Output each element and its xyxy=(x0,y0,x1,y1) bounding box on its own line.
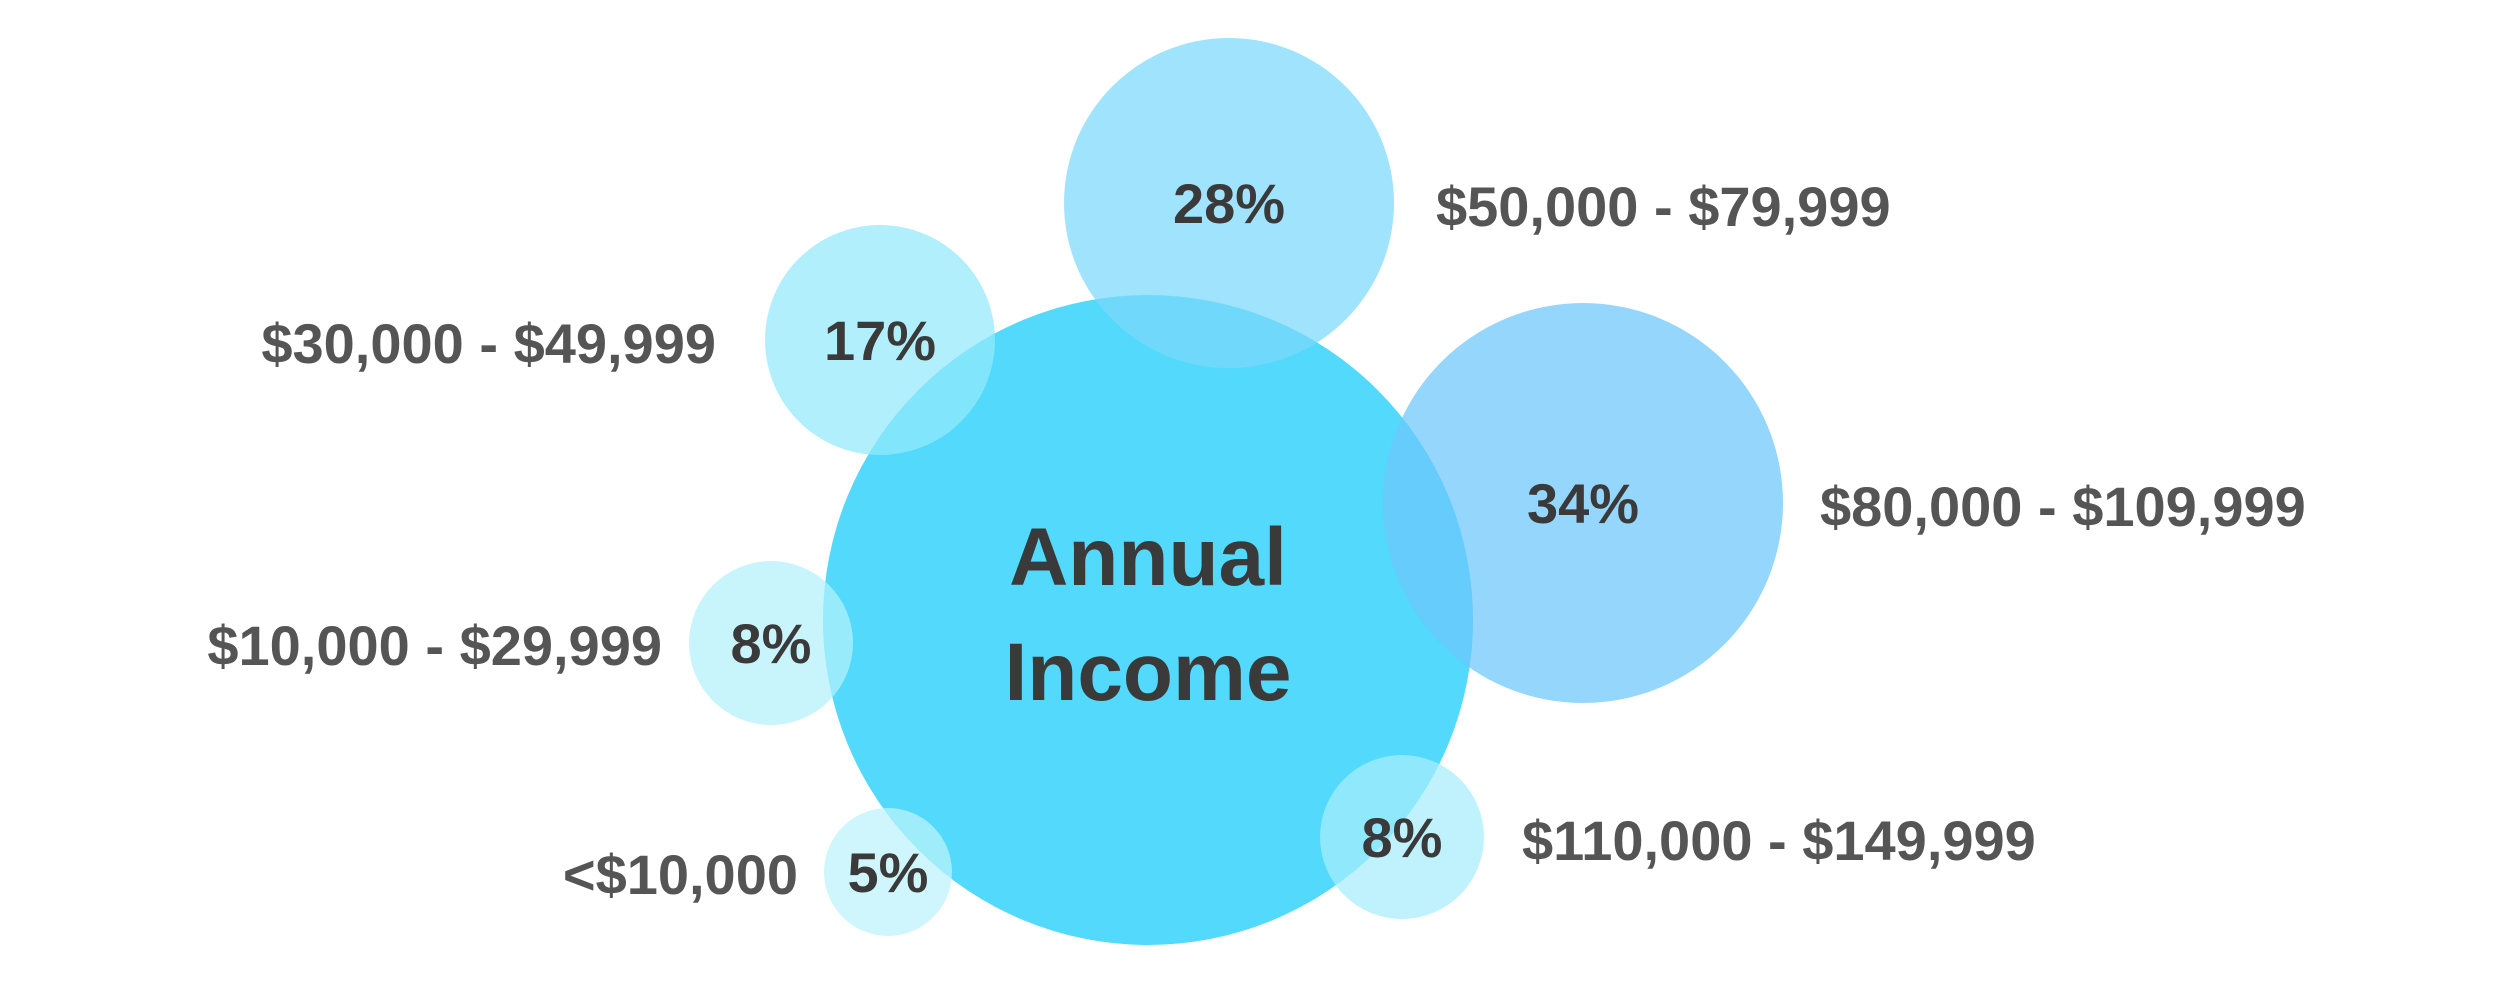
center-label-line: Income xyxy=(1004,627,1291,718)
income-bubble xyxy=(1383,303,1783,703)
category-label: $30,000 - $49,999 xyxy=(261,312,716,375)
value-label: 17% xyxy=(824,309,936,372)
value-label: 8% xyxy=(731,612,812,675)
category-label: $50,000 - $79,999 xyxy=(1436,175,1891,238)
value-label: 5% xyxy=(848,841,929,904)
income-bubble xyxy=(765,225,995,455)
value-label: 34% xyxy=(1527,472,1639,535)
category-label: $110,000 - $149,999 xyxy=(1522,809,2036,872)
income-bubble xyxy=(824,808,952,936)
value-label: 8% xyxy=(1362,806,1443,869)
center-bubble xyxy=(823,295,1473,945)
category-label: <$10,000 xyxy=(563,843,798,906)
center-label-line: Annual xyxy=(1009,512,1287,603)
category-label: $10,000 - $29,999 xyxy=(207,614,662,677)
category-label: $80,000 - $109,999 xyxy=(1820,475,2306,538)
value-label: 28% xyxy=(1173,172,1285,235)
income-bubble xyxy=(689,561,853,725)
income-bubble xyxy=(1064,38,1394,368)
income-bubble xyxy=(1320,755,1484,919)
